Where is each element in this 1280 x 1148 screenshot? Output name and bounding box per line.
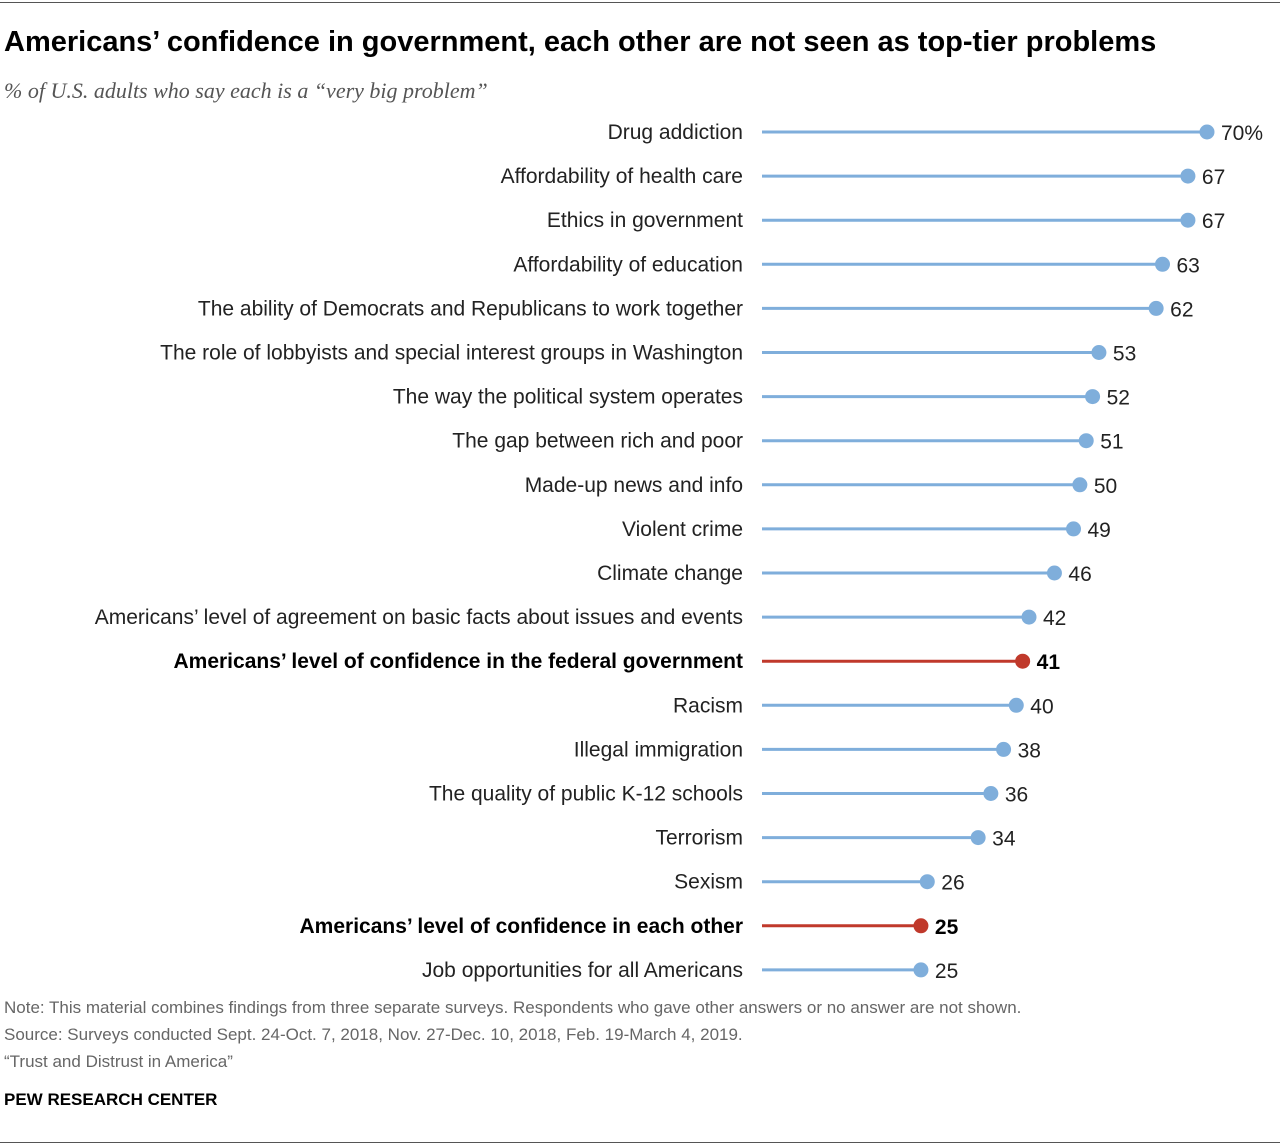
lollipop-dot <box>1072 477 1088 493</box>
top-rule <box>0 2 1280 3</box>
category-label: The gap between rich and poor <box>452 430 743 453</box>
category-label: Racism <box>673 694 743 717</box>
category-label: The quality of public K-12 schools <box>429 783 743 806</box>
lollipop-dot <box>996 741 1012 757</box>
lollipop-dot <box>1015 653 1031 669</box>
category-label: Affordability of health care <box>501 165 743 188</box>
value-label: 67 <box>1202 166 1225 189</box>
category-label: Job opportunities for all Americans <box>422 959 743 982</box>
chart-subtitle: % of U.S. adults who say each is a “very… <box>4 78 488 103</box>
lollipop-dot <box>1180 168 1196 184</box>
brand-label: PEW RESEARCH CENTER <box>4 1090 218 1109</box>
bottom-rule <box>0 1142 1280 1143</box>
value-label: 38 <box>1018 739 1041 762</box>
category-label: The ability of Democrats and Republicans… <box>198 297 743 320</box>
lollipop-chart: Drug addiction 70% Affordability of health… <box>95 121 1263 983</box>
category-label: Made-up news and info <box>525 474 743 497</box>
category-label: Illegal immigration <box>574 738 743 761</box>
lollipop-dot <box>1155 256 1170 272</box>
lollipop-dot <box>1008 697 1024 713</box>
category-label: Affordability of education <box>513 253 743 276</box>
value-label: 52 <box>1107 387 1130 410</box>
chart-title: Americans’ confidence in government, eac… <box>4 26 1157 58</box>
value-label: 53 <box>1113 343 1136 366</box>
category-label: Americans’ level of confidence in each o… <box>300 915 743 938</box>
category-label: The role of lobbyists and special intere… <box>160 342 743 365</box>
value-label: 36 <box>1005 784 1028 807</box>
lollipop-dot <box>1078 433 1094 449</box>
value-label: 42 <box>1043 607 1066 630</box>
value-label: 46 <box>1068 563 1091 586</box>
value-label: 34 <box>992 828 1016 851</box>
category-label: Americans’ level of agreement on basic f… <box>95 606 743 629</box>
value-label: 62 <box>1170 298 1193 321</box>
lollipop-dot <box>983 786 999 801</box>
lollipop-dot <box>1021 609 1037 625</box>
category-label: Ethics in government <box>547 209 743 232</box>
lollipop-dot <box>913 962 929 978</box>
lollipop-dot <box>1199 124 1215 140</box>
category-label: Drug addiction <box>608 121 743 144</box>
category-label: Climate change <box>597 562 743 585</box>
lollipop-dot <box>1046 565 1062 581</box>
lollipop-dot <box>1066 521 1081 537</box>
value-label: 63 <box>1177 254 1200 277</box>
lollipop-dot <box>1148 300 1164 316</box>
category-label: Terrorism <box>656 827 744 850</box>
category-label: Violent crime <box>622 518 743 541</box>
value-label: 50 <box>1094 475 1117 498</box>
value-label: 26 <box>941 872 964 895</box>
value-label: 41 <box>1037 651 1061 674</box>
category-label: Americans’ level of confidence in the fe… <box>173 650 743 673</box>
footer-note: Note: This material combines findings fr… <box>4 998 1022 1017</box>
footer-source: Source: Surveys conducted Sept. 24-Oct. … <box>4 1025 743 1044</box>
lollipop-dot <box>1180 212 1196 228</box>
value-label: 25 <box>935 916 959 939</box>
lollipop-dot <box>1085 389 1101 405</box>
value-label: 49 <box>1088 519 1111 542</box>
category-label: The way the political system operates <box>393 386 743 409</box>
lollipop-dot <box>1091 345 1107 360</box>
category-label: Sexism <box>674 871 743 894</box>
lollipop-dot <box>913 918 929 934</box>
value-label: 40 <box>1030 695 1053 718</box>
value-label: 25 <box>935 960 958 983</box>
footer-report: “Trust and Distrust in America” <box>4 1052 233 1071</box>
lollipop-dot <box>919 874 935 890</box>
value-label: 51 <box>1100 431 1123 454</box>
lollipop-dot <box>970 830 986 846</box>
value-label: 70% <box>1221 122 1263 145</box>
value-label: 67 <box>1202 210 1225 233</box>
